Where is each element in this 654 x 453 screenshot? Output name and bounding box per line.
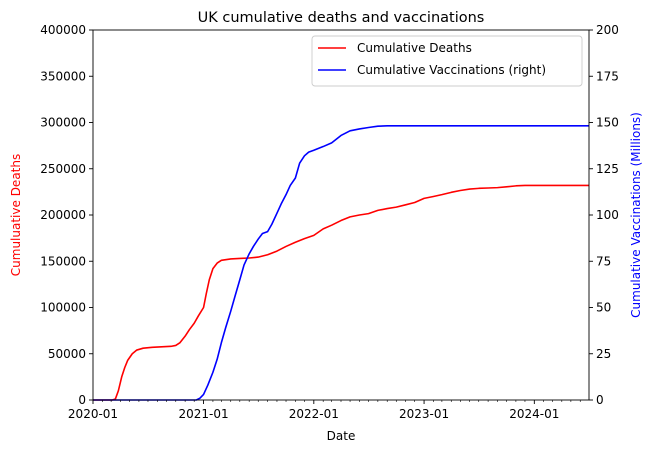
left-y-axis: 0 50000 100000 150000 200000 250000 300000 3500… — [40, 23, 93, 407]
legend: Cumulative Deaths Cumulative Vaccination… — [311, 35, 583, 87]
x-tick-label: 2023-01 — [399, 407, 449, 421]
right-tick-label: 50 — [596, 301, 611, 315]
right-tick-label: 150 — [596, 116, 619, 130]
x-tick-label: 2020-01 — [68, 407, 118, 421]
right-tick-label: 100 — [596, 208, 619, 222]
right-y-axis-label: Cumulative Vaccinations (Millions) — [629, 112, 643, 318]
series-line-vaccinations — [93, 125, 589, 401]
legend-box — [311, 35, 583, 87]
left-tick-label: 50000 — [48, 347, 86, 361]
x-tick-label: 2024-01 — [509, 407, 559, 421]
right-tick-label: 75 — [596, 254, 611, 268]
left-tick-label: 200000 — [40, 208, 86, 222]
left-tick-label: 0 — [78, 393, 86, 407]
x-axis: 2020-01 2021-01 2022-01 2023-01 2024-01 — [68, 400, 581, 421]
chart-title: UK cumulative deaths and vaccinations — [198, 10, 485, 26]
x-tick-label: 2021-01 — [178, 407, 228, 421]
x-tick-label: 2022-01 — [289, 407, 339, 421]
left-tick-label: 300000 — [40, 116, 86, 130]
left-tick-label: 350000 — [40, 69, 86, 83]
left-tick-label: 150000 — [40, 254, 86, 268]
right-y-axis: 0 25 50 75 100 125 150 175 200 — [589, 23, 619, 407]
right-tick-label: 0 — [596, 393, 604, 407]
left-tick-label: 100000 — [40, 301, 86, 315]
legend-label-vaccinations: Cumulative Vaccinations (right) — [357, 63, 546, 77]
right-tick-label: 175 — [596, 69, 619, 83]
right-tick-label: 125 — [596, 162, 619, 176]
right-tick-label: 25 — [596, 347, 611, 361]
right-tick-label: 200 — [596, 23, 619, 37]
x-axis-label: Date — [327, 429, 356, 443]
series-layer — [93, 125, 589, 401]
legend-label-deaths: Cumulative Deaths — [357, 41, 472, 55]
series-line-deaths — [93, 184, 589, 401]
left-tick-label: 250000 — [40, 162, 86, 176]
left-tick-label: 400000 — [40, 23, 86, 37]
left-y-axis-label: Cumuluative Deaths — [9, 154, 23, 276]
